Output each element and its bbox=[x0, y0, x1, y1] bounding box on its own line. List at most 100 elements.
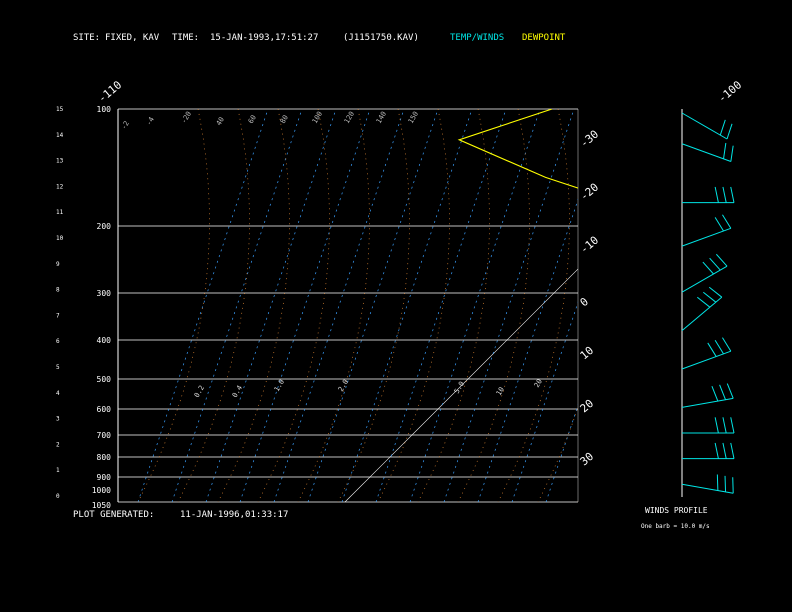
wind-barb-flag bbox=[723, 142, 727, 159]
mixing-ratio-line bbox=[273, 109, 405, 502]
wind-barb-shaft bbox=[681, 227, 732, 247]
pressure-tick-label: 800 bbox=[97, 453, 112, 462]
height-tick-label: 5 bbox=[56, 364, 60, 371]
winds-profile-title: WINDS PROFILE bbox=[645, 506, 708, 515]
wind-barb-shaft bbox=[681, 265, 728, 293]
wind-barb-flag bbox=[726, 123, 733, 140]
height-tick-label: 6 bbox=[56, 338, 60, 345]
wind-barb-flag bbox=[722, 337, 732, 352]
wind-barb-shaft bbox=[681, 143, 732, 162]
wind-barb-flag bbox=[719, 119, 726, 136]
wind-barb-flag bbox=[711, 386, 719, 402]
dry-adiabat-line bbox=[417, 109, 490, 502]
wind-barb-flag bbox=[714, 442, 719, 459]
wind-barb-shaft bbox=[681, 296, 723, 331]
wind-barb-flag bbox=[730, 186, 735, 203]
wind-barb-flag bbox=[730, 145, 734, 162]
mixing-ratio-line bbox=[375, 109, 507, 502]
wind-barb-flag bbox=[714, 217, 724, 232]
adiabat-label: -2 bbox=[120, 120, 131, 131]
wind-barb-flag bbox=[716, 253, 728, 267]
wind-barb-flag bbox=[714, 186, 719, 203]
wind-barb-shaft bbox=[681, 350, 732, 370]
adiabat-label: 100 bbox=[311, 110, 324, 125]
height-tick-label: 8 bbox=[56, 287, 60, 294]
mixing-ratio-line bbox=[409, 109, 541, 502]
wind-barb-flag bbox=[719, 384, 726, 400]
site-label: SITE: bbox=[73, 33, 101, 43]
isotherm-line bbox=[344, 268, 578, 502]
wind-barb-flag bbox=[722, 186, 727, 203]
wind-barb-flag bbox=[726, 383, 734, 399]
pressure-tick-label: 900 bbox=[97, 473, 112, 482]
height-tick-label: 12 bbox=[56, 183, 64, 190]
adiabat-label: -4 bbox=[145, 116, 156, 127]
time-label: TIME: bbox=[172, 33, 200, 43]
mixing-ratio-line bbox=[239, 109, 371, 502]
dry-adiabat-line bbox=[337, 109, 410, 502]
temp-tick-label: 0 bbox=[578, 295, 591, 309]
height-tick-label: 7 bbox=[56, 312, 60, 319]
temp-tick-label: -10 bbox=[578, 234, 602, 257]
mixing-ratio-line bbox=[171, 109, 303, 502]
pressure-tick-label: 400 bbox=[97, 336, 112, 345]
wind-barb-flag bbox=[708, 286, 723, 298]
temp-tick-label: -100 bbox=[716, 78, 745, 105]
mixing-ratio-label: 20 bbox=[533, 378, 544, 389]
temp-tick-label: 10 bbox=[578, 344, 597, 362]
dry-adiabat-line bbox=[177, 109, 250, 502]
site-value: FIXED, KAV bbox=[105, 33, 160, 43]
mixing-ratio-label: 5.0 bbox=[453, 380, 466, 395]
wind-barb-flag bbox=[722, 417, 727, 434]
height-tick-label: 11 bbox=[56, 209, 64, 216]
adiabat-label: 80 bbox=[279, 114, 290, 125]
temp-tick-label: -30 bbox=[578, 128, 602, 151]
height-tick-label: 2 bbox=[56, 441, 60, 448]
pressure-tick-label: 1050 bbox=[92, 501, 111, 510]
wind-barb-flag bbox=[714, 340, 724, 355]
wind-barb-flag bbox=[722, 214, 732, 229]
mixing-ratio-line bbox=[307, 109, 439, 502]
temp-tick-label: 30 bbox=[578, 450, 597, 468]
mixing-ratio-line bbox=[341, 109, 473, 502]
height-tick-label: 0 bbox=[56, 493, 60, 500]
height-tick-label: 1 bbox=[56, 467, 60, 474]
adiabat-label: 120 bbox=[343, 110, 356, 125]
pressure-tick-label: 700 bbox=[97, 431, 112, 440]
wind-barb-flag bbox=[707, 342, 717, 357]
mixing-ratio-label: 0.2 bbox=[193, 384, 206, 399]
wind-barb-shaft bbox=[681, 397, 734, 408]
dry-adiabat-line bbox=[257, 109, 330, 502]
file-value: (J1151750.KAV) bbox=[343, 33, 419, 43]
temp-tick-label: -110 bbox=[96, 78, 125, 105]
wind-barb-flag bbox=[730, 442, 735, 459]
winds-profile-note: One barb = 10.0 m/s bbox=[641, 523, 710, 530]
wind-barb-flag bbox=[697, 296, 711, 308]
mixing-ratio-line bbox=[580, 109, 710, 502]
adiabat-label: 140 bbox=[375, 110, 388, 125]
dry-adiabat-line bbox=[137, 109, 210, 502]
pressure-tick-label: 600 bbox=[97, 405, 112, 414]
height-tick-label: 9 bbox=[56, 261, 60, 268]
pressure-tick-label: 500 bbox=[97, 375, 112, 384]
legend-temp: TEMP/WINDS bbox=[450, 33, 505, 43]
mixing-ratio-line bbox=[443, 109, 575, 502]
dry-adiabat-line bbox=[457, 109, 530, 502]
wind-barb-shaft bbox=[681, 483, 734, 494]
wind-barb-flag bbox=[702, 261, 714, 275]
temp-tick-label: 20 bbox=[578, 397, 597, 415]
wind-barb-flag bbox=[730, 417, 735, 434]
pressure-tick-label: 1000 bbox=[92, 486, 111, 495]
legend-dewpoint: DEWPOINT bbox=[522, 33, 566, 43]
adiabat-label: 40 bbox=[215, 116, 226, 127]
height-tick-label: 10 bbox=[56, 235, 64, 242]
mixing-ratio-label: 1.0 bbox=[273, 378, 286, 393]
dry-adiabat-line bbox=[537, 406, 578, 502]
wind-barb-flag bbox=[722, 442, 727, 459]
plot-generated-value: 11-JAN-1996,01:33:17 bbox=[180, 510, 289, 520]
height-tick-label: 14 bbox=[56, 132, 64, 139]
dry-adiabat-line bbox=[377, 109, 450, 502]
temp-tick-label: -20 bbox=[578, 181, 602, 204]
wind-barb-flag bbox=[709, 257, 721, 271]
